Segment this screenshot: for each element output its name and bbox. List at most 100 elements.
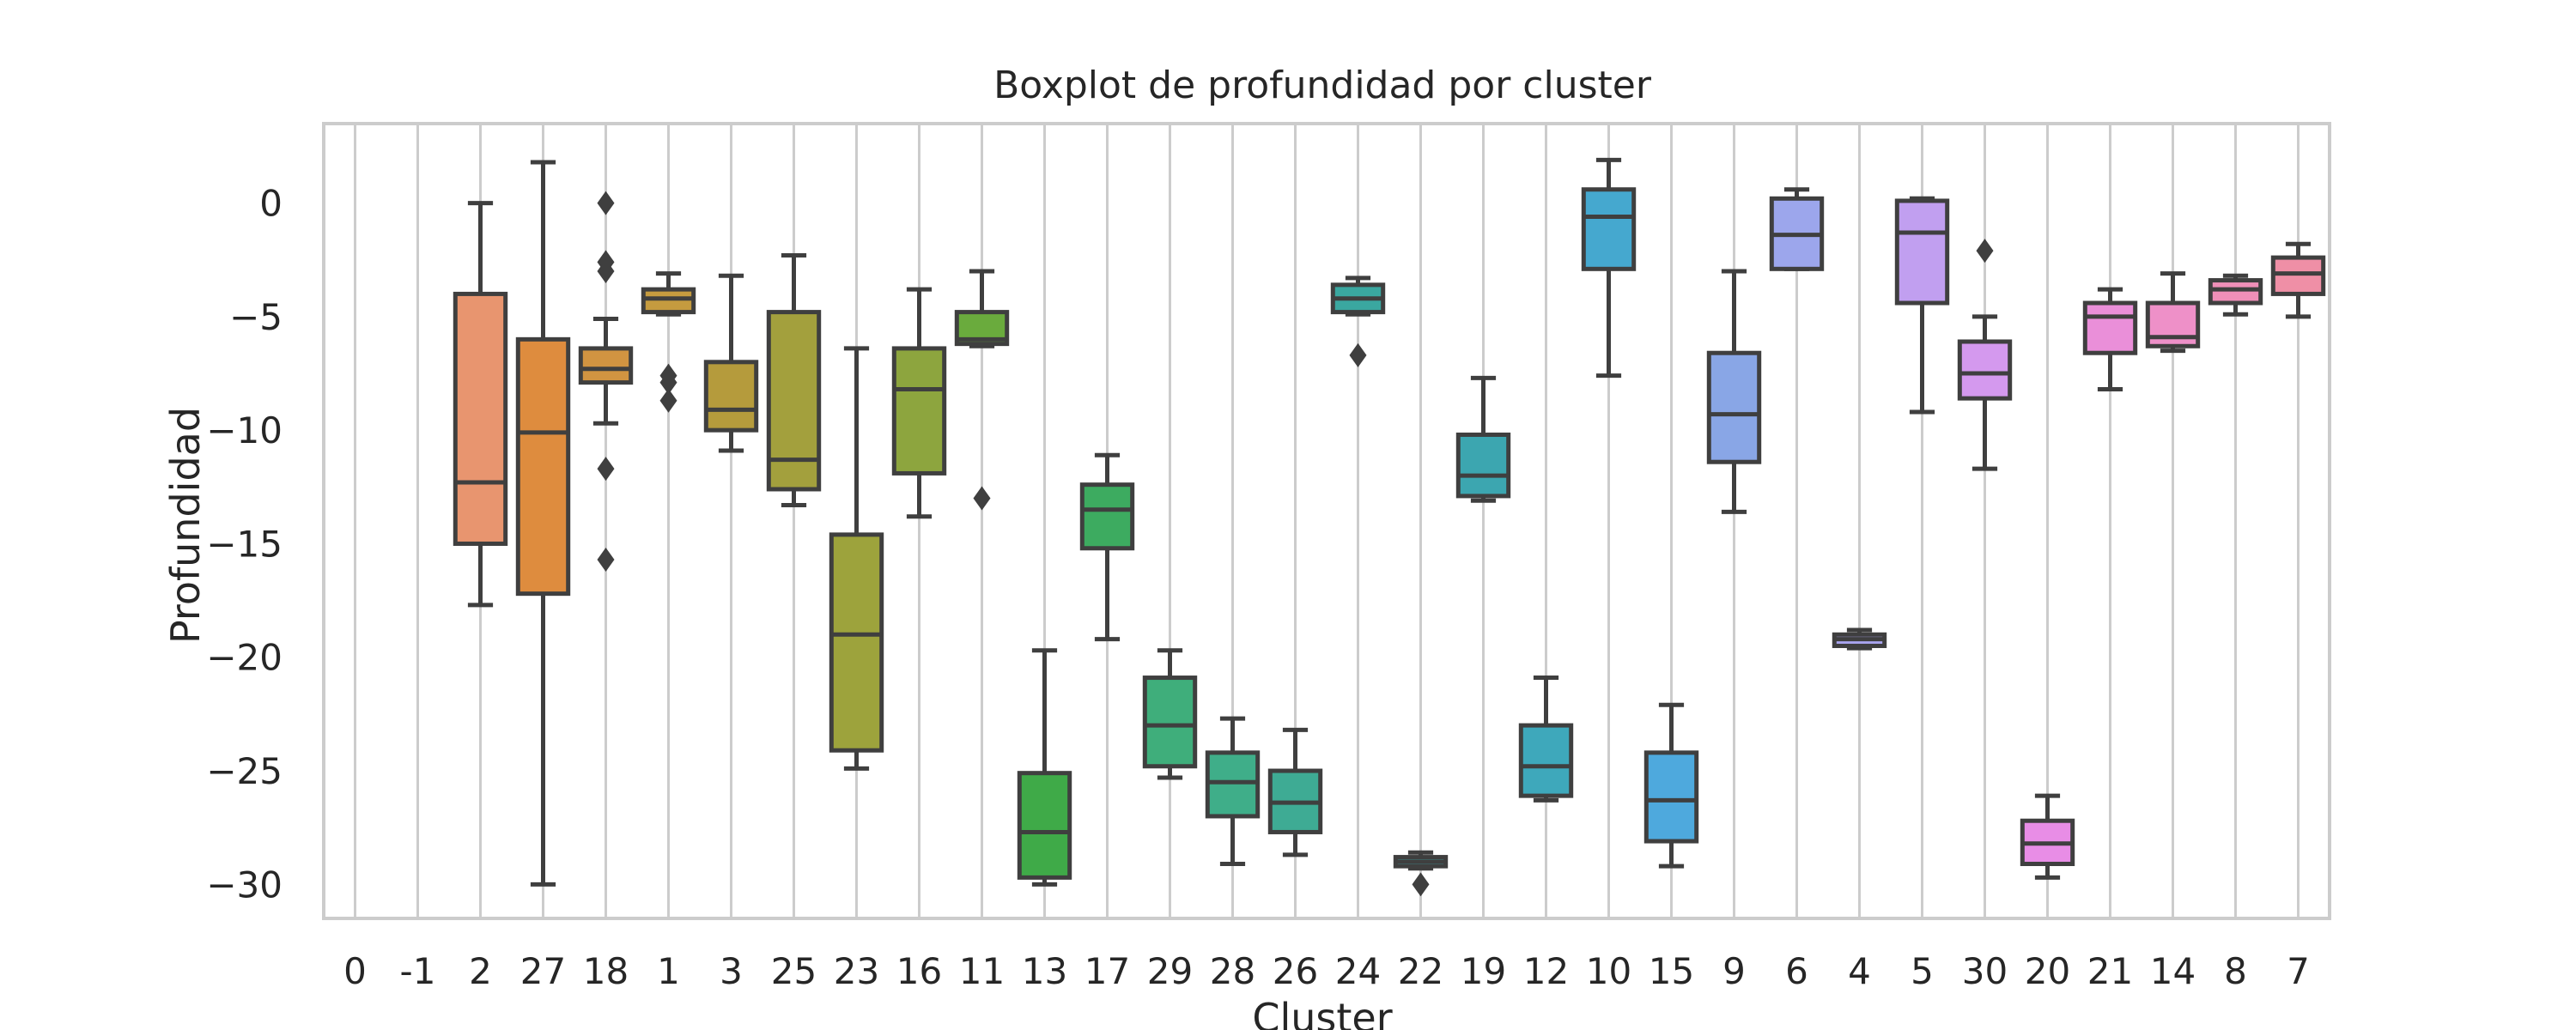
box-body <box>2145 300 2201 348</box>
box-cluster-26 <box>1267 727 1323 857</box>
x-tick-label: 15 <box>1649 950 1694 992</box>
box-body <box>1706 350 1762 464</box>
box-cluster-17 <box>1079 452 1135 642</box>
box-cluster-22 <box>1393 850 1449 897</box>
x-tick-label: 18 <box>583 950 629 992</box>
outlier-point <box>1412 872 1430 897</box>
x-tick-label: 30 <box>1962 950 2008 992</box>
y-tick-label: 0 <box>259 183 283 225</box>
x-tick-label: 2 <box>469 950 492 992</box>
outlier-point <box>1349 342 1367 367</box>
box-cluster-5 <box>1894 196 1950 415</box>
x-tick-label: 14 <box>2150 950 2196 992</box>
box-body <box>2270 255 2326 296</box>
x-tick-label: 29 <box>1147 950 1193 992</box>
x-tick-label: 1 <box>657 950 680 992</box>
box-cluster-28 <box>1205 716 1261 867</box>
box-cluster-20 <box>2020 793 2075 880</box>
outlier-point <box>659 388 677 413</box>
x-tick-label: -1 <box>400 950 436 992</box>
x-tick-label: 4 <box>1848 950 1871 992</box>
x-tick-label: 28 <box>1210 950 1255 992</box>
box-cluster-14 <box>2145 271 2201 354</box>
box-body <box>1017 771 1072 880</box>
box-cluster-6 <box>1769 187 1825 271</box>
box-cluster-11 <box>954 269 1010 511</box>
box-cluster-9 <box>1706 269 1762 514</box>
x-tick-label: 7 <box>2287 950 2310 992</box>
y-tick-label: −10 <box>206 409 283 451</box>
box-body <box>2082 300 2138 355</box>
box-body <box>515 336 571 597</box>
box-body <box>453 291 508 546</box>
y-tick-label: −20 <box>206 637 283 679</box>
boxes <box>453 157 2326 897</box>
box-cluster-23 <box>829 346 884 771</box>
x-tick-label: 0 <box>343 950 367 992</box>
box-cluster-25 <box>766 252 822 507</box>
x-tick-label: 19 <box>1461 950 1506 992</box>
x-tick-label: 8 <box>2224 950 2247 992</box>
x-tick-label: 11 <box>959 950 1005 992</box>
box-cluster-4 <box>1832 627 1887 651</box>
box-body <box>891 346 947 476</box>
box-body <box>2208 278 2263 306</box>
y-tick-label: −25 <box>206 750 283 792</box>
box-cluster-24 <box>1330 276 1386 367</box>
x-tick-label: 17 <box>1084 950 1130 992</box>
box-cluster-13 <box>1017 648 1072 887</box>
x-tick-label: 22 <box>1398 950 1443 992</box>
x-tick-label: 20 <box>2025 950 2070 992</box>
box-cluster-2 <box>453 201 508 608</box>
chart-title: Boxplot de profundidad por cluster <box>993 64 1652 107</box>
y-tick-label: −30 <box>206 863 283 906</box>
y-tick-label: −15 <box>206 523 283 565</box>
box-body <box>578 346 634 385</box>
y-tick-label: −5 <box>229 296 283 338</box>
box-body <box>1643 750 1699 844</box>
plot-frame <box>322 122 2331 920</box>
box-body <box>1957 339 2013 401</box>
box-body <box>1581 187 1637 271</box>
box-cluster-15 <box>1643 702 1699 869</box>
box-body <box>703 360 759 433</box>
outlier-point <box>597 258 615 283</box>
box-cluster-18 <box>578 191 634 572</box>
x-tick-label: 16 <box>896 950 942 992</box>
box-cluster-12 <box>1518 676 1574 803</box>
x-tick-label: 6 <box>1785 950 1808 992</box>
x-axis-label: Cluster <box>1252 995 1392 1030</box>
x-tick-label: 5 <box>1911 950 1934 992</box>
x-tick-label: 21 <box>2087 950 2133 992</box>
box-body <box>1455 432 1511 499</box>
box-body <box>766 310 822 492</box>
box-body <box>641 287 696 315</box>
outlier-point <box>973 486 991 511</box>
x-tick-label: 9 <box>1722 950 1746 992</box>
box-cluster-8 <box>2208 273 2263 317</box>
outlier-point <box>1976 239 1994 264</box>
y-axis-label: Profundidad <box>162 407 209 644</box>
box-cluster-27 <box>515 160 571 887</box>
box-cluster-7 <box>2270 241 2326 319</box>
x-tick-label: 23 <box>834 950 879 992</box>
x-tick-label: 27 <box>520 950 566 992</box>
outlier-point <box>597 191 615 215</box>
box-cluster-30 <box>1957 239 2013 471</box>
y-tick-labels: 0 −5 −10 −15 −20 −25 −30 <box>206 183 283 906</box>
box-body <box>1142 676 1198 769</box>
x-tick-label: 25 <box>771 950 817 992</box>
box-cluster-21 <box>2082 287 2138 392</box>
x-tick-label: 24 <box>1335 950 1381 992</box>
x-tick-label: 12 <box>1523 950 1569 992</box>
box-body <box>1205 750 1261 819</box>
x-tick-label: 13 <box>1022 950 1067 992</box>
box-cluster-29 <box>1142 648 1198 780</box>
x-tick-label: 10 <box>1586 950 1631 992</box>
box-body <box>1079 482 1135 551</box>
x-tick-labels: 0 -1 2 27 18 1 3 25 23 16 11 13 17 29 28 26 24 22 19 12 10 15… <box>343 950 2310 992</box>
outlier-point <box>597 547 615 572</box>
box-cluster-10 <box>1581 157 1637 379</box>
